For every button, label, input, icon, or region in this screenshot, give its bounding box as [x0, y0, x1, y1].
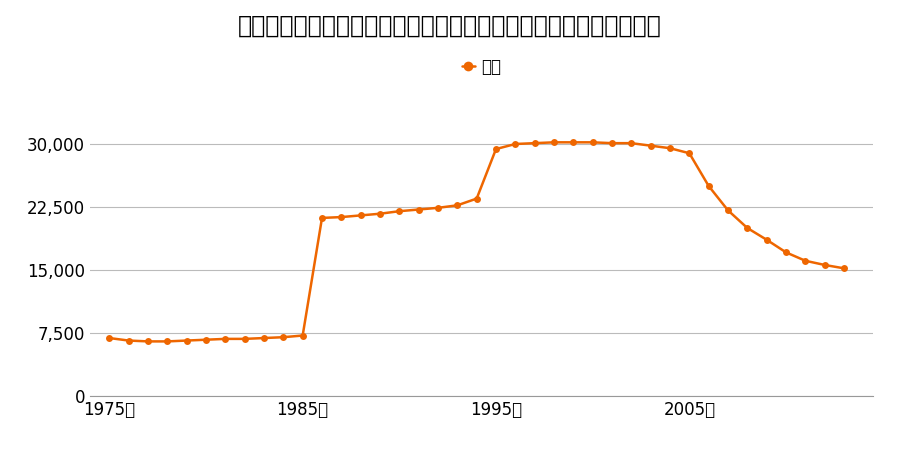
- 価格: [529, 140, 540, 146]
- 価格: [278, 334, 289, 340]
- 価格: [780, 250, 791, 255]
- 価格: [491, 146, 501, 152]
- 価格: [568, 140, 579, 145]
- 価格: [433, 205, 444, 211]
- 価格: [142, 339, 153, 344]
- 価格: [664, 145, 675, 151]
- Legend: 価格: 価格: [462, 58, 501, 76]
- 価格: [742, 225, 752, 231]
- 価格: [684, 151, 695, 156]
- 価格: [413, 207, 424, 212]
- 価格: [510, 141, 521, 147]
- 価格: [588, 140, 598, 145]
- 価格: [703, 183, 714, 189]
- 価格: [549, 140, 560, 145]
- 価格: [819, 262, 830, 268]
- 価格: [123, 338, 134, 343]
- Text: 長野県上高井郡小布施町大字中松字東側屋敷２６３番１の地価推移: 長野県上高井郡小布施町大字中松字東側屋敷２６３番１の地価推移: [238, 14, 662, 37]
- 価格: [181, 338, 192, 343]
- 価格: [723, 207, 734, 213]
- 価格: [374, 211, 385, 216]
- 価格: [162, 339, 173, 344]
- 価格: [645, 143, 656, 148]
- 価格: [104, 335, 114, 341]
- 価格: [356, 213, 366, 218]
- 価格: [452, 202, 463, 208]
- 価格: [220, 336, 230, 342]
- 価格: [336, 214, 346, 220]
- 価格: [317, 215, 328, 220]
- 価格: [239, 336, 250, 342]
- Line: 価格: 価格: [106, 139, 848, 345]
- 価格: [472, 196, 482, 201]
- 価格: [394, 208, 405, 214]
- 価格: [761, 237, 772, 243]
- 価格: [258, 335, 269, 341]
- 価格: [201, 337, 212, 342]
- 価格: [297, 333, 308, 338]
- 価格: [626, 140, 636, 146]
- 価格: [607, 140, 617, 146]
- 価格: [800, 258, 811, 263]
- 価格: [839, 266, 850, 271]
